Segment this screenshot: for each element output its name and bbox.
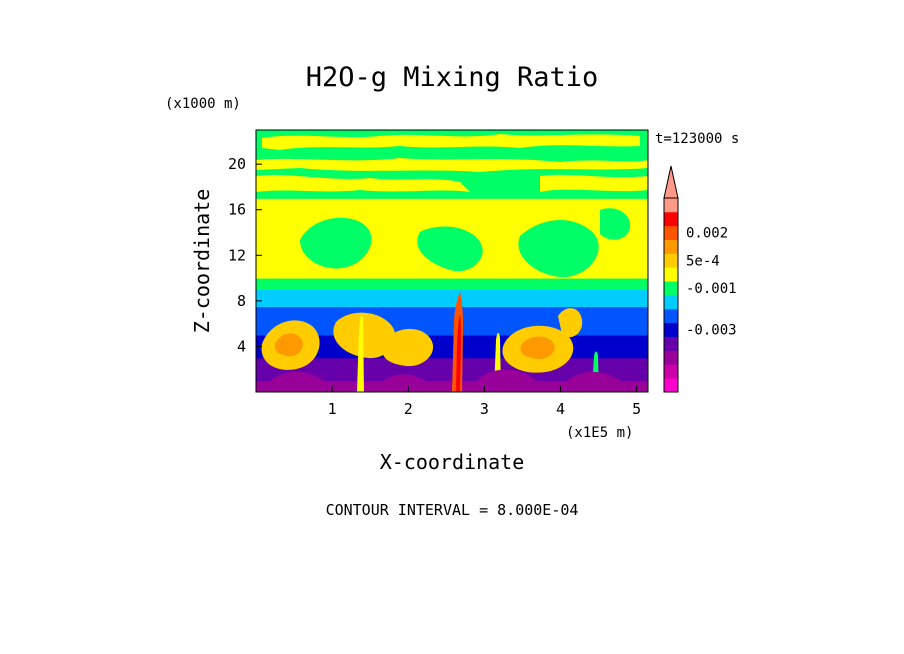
red-plume-core xyxy=(456,314,461,392)
colorbar-swatch xyxy=(664,253,678,268)
colorbar-swatch xyxy=(664,198,678,213)
contour-plot-area xyxy=(256,130,648,392)
purple-eddy-1 xyxy=(262,371,331,392)
x-tick-label: 5 xyxy=(632,400,641,418)
band-green-layer xyxy=(256,278,648,290)
colorbar-label: 0.002 xyxy=(686,226,728,242)
yellow-plume-left xyxy=(357,314,364,392)
y-tick-label: 8 xyxy=(237,292,246,310)
upper-yellow-streak-4 xyxy=(540,174,648,192)
purple-eddy-3 xyxy=(470,369,541,392)
colorbar: 0.002 5e-4 -0.001 -0.003 xyxy=(663,165,737,393)
band-near-surface xyxy=(256,380,648,392)
colorbar-swatch xyxy=(664,267,678,282)
band-cyan-layer xyxy=(256,289,648,308)
colorbar-swatch xyxy=(664,225,678,240)
colorbar-label: -0.001 xyxy=(686,281,737,297)
x-tick-label: 2 xyxy=(404,400,413,418)
colorbar-swatch xyxy=(664,364,678,379)
x-unit-label: (x1E5 m) xyxy=(566,425,633,441)
colorbar-swatch xyxy=(664,211,678,227)
orange-blob-5 xyxy=(558,308,583,338)
y-tick-label: 20 xyxy=(228,155,246,173)
colorbar-frame xyxy=(663,197,679,393)
y-tick-label: 12 xyxy=(228,246,246,264)
colorbar-swatch xyxy=(664,308,678,324)
x-tick-label: 4 xyxy=(556,400,565,418)
colorbar-swatch xyxy=(664,336,678,351)
upper-yellow-streak-3 xyxy=(256,175,470,192)
colorbar-label: 5e-4 xyxy=(686,253,720,269)
y-axis-label: Z-coordinate xyxy=(190,189,214,334)
colorbar-swatch xyxy=(664,295,678,310)
colorbar-label: -0.003 xyxy=(686,323,737,339)
orange-core-4 xyxy=(520,336,555,360)
contour-interval-note: CONTOUR INTERVAL = 8.000E-04 xyxy=(326,501,579,519)
y-unit-label: (x1000 m) xyxy=(165,96,241,112)
green-pocket-left xyxy=(300,217,372,269)
colorbar-swatch xyxy=(664,239,678,254)
colorbar-swatch xyxy=(664,322,678,337)
orange-blob-3 xyxy=(382,328,434,367)
x-tick-label: 1 xyxy=(328,400,337,418)
upper-yellow-streak-2 xyxy=(256,158,648,172)
y-tick-label: 16 xyxy=(228,201,246,219)
colorbar-max-arrow xyxy=(663,165,679,199)
purple-eddy-2 xyxy=(374,374,433,392)
y-tick-label: 4 xyxy=(237,337,246,355)
colorbar-swatch xyxy=(664,350,678,365)
upper-yellow-streak xyxy=(262,134,640,150)
colorbar-swatch xyxy=(664,281,678,296)
colorbar-swatch xyxy=(664,378,678,393)
purple-eddy-4 xyxy=(560,371,627,392)
x-tick-label: 3 xyxy=(480,400,489,418)
time-label: t=123000 s xyxy=(655,131,739,147)
orange-core-1 xyxy=(274,333,303,357)
chart-title: H2O-g Mixing Ratio xyxy=(306,62,599,93)
green-pocket-far xyxy=(600,208,631,240)
green-pocket-right xyxy=(518,219,599,278)
band-mid xyxy=(256,306,648,336)
green-pocket-center xyxy=(417,226,483,272)
orange-blob-2 xyxy=(333,312,396,359)
plot-frame xyxy=(255,129,649,393)
x-axis-label: X-coordinate xyxy=(380,450,525,474)
